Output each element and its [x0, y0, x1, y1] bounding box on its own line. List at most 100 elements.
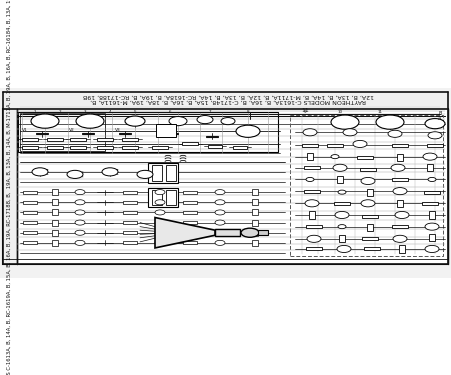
Circle shape	[394, 211, 408, 219]
Circle shape	[240, 228, 258, 237]
Bar	[3, 110, 17, 264]
Bar	[252, 230, 258, 236]
Bar	[22, 138, 38, 141]
Bar	[70, 138, 86, 141]
Circle shape	[392, 188, 406, 195]
Bar	[122, 138, 138, 141]
Bar	[18, 112, 277, 152]
Circle shape	[427, 177, 435, 182]
Polygon shape	[155, 217, 215, 248]
Bar	[123, 190, 137, 194]
Bar	[183, 211, 197, 214]
Bar	[52, 219, 58, 226]
Circle shape	[215, 200, 225, 205]
Bar	[182, 142, 198, 146]
Circle shape	[155, 240, 165, 245]
Bar	[23, 190, 37, 194]
Circle shape	[75, 190, 85, 195]
Bar	[23, 211, 37, 214]
Circle shape	[32, 168, 48, 176]
Bar	[391, 144, 407, 147]
Text: 1: 1	[34, 111, 36, 114]
Circle shape	[102, 168, 118, 176]
Circle shape	[336, 245, 350, 252]
Bar	[52, 209, 58, 216]
Bar	[156, 124, 175, 137]
Circle shape	[197, 116, 212, 124]
Circle shape	[31, 114, 59, 128]
Circle shape	[67, 170, 83, 178]
Circle shape	[155, 230, 165, 235]
Text: V3: V3	[115, 128, 120, 132]
Text: 8: 8	[246, 111, 249, 114]
Bar	[147, 163, 178, 183]
Bar	[52, 199, 58, 206]
Circle shape	[75, 210, 85, 215]
Bar	[290, 114, 442, 255]
Bar	[423, 190, 439, 194]
Circle shape	[375, 115, 403, 129]
Text: RAYTHEON MODELS C-1613A, B, 14A, B, RC-1619A, B, 15A, B, 16A, B, 19A, RC-17188, : RAYTHEON MODELS C-1613A, B, 14A, B, RC-1…	[6, 0, 11, 375]
Bar	[333, 202, 349, 205]
Circle shape	[75, 220, 85, 225]
Bar	[304, 190, 319, 193]
Bar	[336, 176, 342, 183]
Bar	[183, 221, 197, 224]
Bar	[304, 166, 319, 170]
Bar	[359, 168, 375, 171]
Circle shape	[334, 211, 348, 219]
Circle shape	[342, 129, 356, 136]
Bar	[363, 248, 379, 250]
Circle shape	[155, 200, 165, 205]
Bar	[70, 146, 86, 149]
Bar	[232, 146, 246, 149]
Bar	[47, 146, 63, 149]
Circle shape	[137, 170, 152, 178]
Bar	[52, 240, 58, 246]
Circle shape	[155, 210, 165, 215]
Bar	[97, 146, 113, 149]
Bar	[152, 146, 168, 149]
Bar	[215, 229, 239, 236]
Bar	[396, 200, 402, 207]
Bar	[123, 231, 137, 234]
Bar	[396, 154, 402, 161]
Bar	[398, 245, 404, 252]
Circle shape	[221, 118, 235, 124]
Circle shape	[75, 230, 85, 235]
Bar	[183, 201, 197, 204]
Circle shape	[422, 153, 436, 160]
Bar	[252, 219, 258, 226]
Text: 5: 5	[133, 111, 136, 114]
Circle shape	[215, 230, 225, 235]
Circle shape	[392, 235, 406, 242]
Text: 11: 11	[300, 108, 308, 114]
Text: 3: 3	[83, 111, 86, 114]
Circle shape	[360, 200, 374, 207]
Circle shape	[155, 190, 165, 195]
Bar	[23, 201, 37, 204]
Bar	[23, 242, 37, 244]
Circle shape	[169, 117, 187, 126]
Bar	[421, 202, 437, 205]
Text: A: A	[437, 116, 441, 121]
Bar	[258, 230, 267, 235]
Text: 2: 2	[59, 111, 61, 114]
Circle shape	[215, 210, 225, 215]
Circle shape	[125, 116, 145, 126]
Circle shape	[215, 190, 225, 195]
Bar	[147, 188, 178, 207]
Circle shape	[76, 114, 104, 128]
Bar	[361, 237, 377, 240]
Bar	[308, 211, 314, 219]
Bar	[23, 231, 37, 234]
Circle shape	[75, 200, 85, 205]
Circle shape	[304, 200, 318, 207]
Text: 4: 4	[109, 111, 111, 114]
Circle shape	[330, 154, 338, 159]
Bar	[252, 199, 258, 206]
Circle shape	[75, 240, 85, 245]
Circle shape	[352, 140, 366, 147]
Bar	[166, 190, 175, 206]
Bar	[426, 144, 442, 147]
